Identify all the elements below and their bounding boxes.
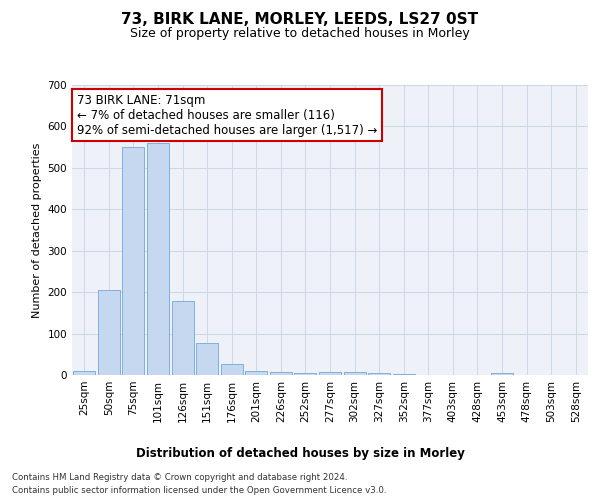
Bar (491, 373, 513, 375)
Bar (344, 372, 365, 375)
Bar (221, 364, 243, 375)
Text: Distribution of detached houses by size in Morley: Distribution of detached houses by size … (136, 448, 464, 460)
Bar (196, 342, 218, 375)
Bar (295, 373, 316, 375)
Bar (147, 143, 169, 375)
Text: 73, BIRK LANE, MORLEY, LEEDS, LS27 0ST: 73, BIRK LANE, MORLEY, LEEDS, LS27 0ST (121, 12, 479, 28)
Y-axis label: Number of detached properties: Number of detached properties (32, 142, 42, 318)
Bar (172, 302, 194, 375)
Bar (98, 290, 120, 375)
Bar (392, 374, 415, 375)
Text: Contains HM Land Registry data © Crown copyright and database right 2024.: Contains HM Land Registry data © Crown c… (12, 472, 347, 482)
Text: 73 BIRK LANE: 71sqm
← 7% of detached houses are smaller (116)
92% of semi-detach: 73 BIRK LANE: 71sqm ← 7% of detached hou… (77, 94, 377, 136)
Bar (319, 372, 341, 375)
Bar (270, 372, 292, 375)
Bar (245, 371, 268, 375)
Bar (122, 147, 145, 375)
Bar (73, 371, 95, 375)
Text: Contains public sector information licensed under the Open Government Licence v3: Contains public sector information licen… (12, 486, 386, 495)
Text: Size of property relative to detached houses in Morley: Size of property relative to detached ho… (130, 28, 470, 40)
Bar (368, 373, 390, 375)
